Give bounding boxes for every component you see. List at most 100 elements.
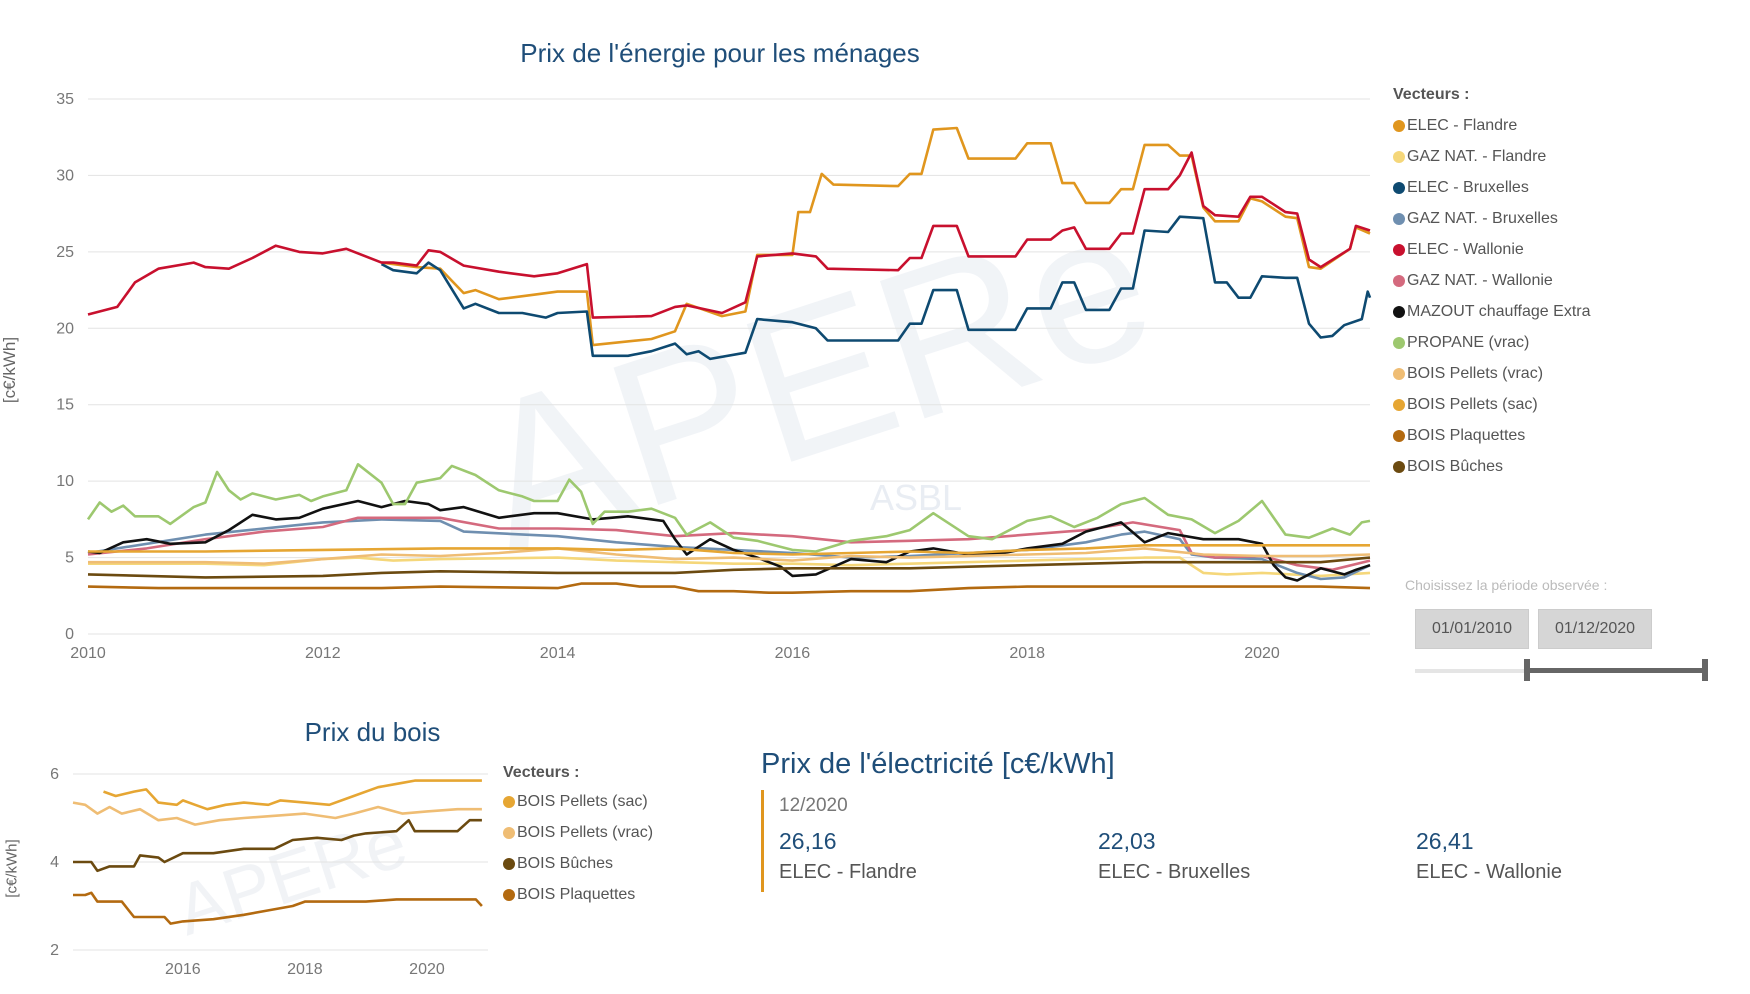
legend-label: ELEC - Flandre [1407, 116, 1518, 134]
y-tick-label: 30 [56, 167, 74, 184]
kpi-title: Prix de l'électricité [c€/kWh] [761, 748, 1115, 780]
legend-item[interactable]: BOIS Pellets (sac) [503, 786, 713, 817]
period-start-date[interactable]: 01/01/2010 [1415, 609, 1529, 649]
legend-marker-icon [503, 857, 515, 870]
legend-label: BOIS Bûches [1407, 457, 1504, 475]
legend-item[interactable]: BOIS Pellets (vrac) [503, 817, 713, 848]
legend-marker-icon [503, 826, 515, 839]
legend-label: BOIS Pellets (sac) [1407, 395, 1538, 413]
legend-item[interactable]: BOIS Bûches [503, 848, 713, 879]
period-slider-range [1527, 668, 1705, 673]
series-line[interactable] [87, 499, 1371, 582]
legend-label: GAZ NAT. - Wallonie [1407, 271, 1553, 289]
x-tick-label: 2010 [70, 645, 106, 662]
wood-watermark: APERe [167, 802, 416, 951]
series-line[interactable] [88, 547, 1371, 565]
wood-legend: Vecteurs : BOIS Pellets (sac) BOIS Pellet… [503, 764, 713, 910]
kpi-label: ELEC - Flandre [779, 861, 917, 883]
x-tick-label: 2018 [1009, 645, 1045, 662]
legend-item[interactable]: GAZ NAT. - Bruxelles [1393, 203, 1653, 234]
legend-item[interactable]: MAZOUT chauffage Extra [1393, 296, 1653, 327]
legend-label: PROPANE (vrac) [1407, 333, 1530, 351]
wood-chart-title: Prix du bois [304, 717, 441, 747]
legend-item[interactable]: BOIS Pellets (sac) [1393, 389, 1653, 420]
wood-y-axis-label: [c€/kWh] [3, 839, 21, 898]
kpi-value: 22,03 [1098, 828, 1156, 854]
x-tick-label: 2020 [1244, 645, 1280, 662]
legend-marker-icon [1393, 460, 1405, 473]
legend-item[interactable]: BOIS Bûches [1393, 451, 1653, 482]
legend-label: ELEC - Wallonie [1407, 240, 1524, 258]
legend-marker-icon [1393, 150, 1405, 163]
legend-marker-icon [1393, 305, 1405, 318]
main-legend: Vecteurs : ELEC - Flandre GAZ NAT. - Flan… [1393, 86, 1653, 482]
kpi-accent-bar [761, 790, 764, 892]
legend-marker-icon [1393, 243, 1405, 256]
period-slider-handle-end[interactable] [1702, 659, 1708, 681]
series-line[interactable] [86, 463, 1371, 553]
legend-item[interactable]: ELEC - Bruxelles [1393, 172, 1653, 203]
y-tick-label: 15 [56, 397, 74, 414]
legend-marker-icon [1393, 119, 1405, 132]
series-line[interactable] [73, 891, 483, 925]
kpi-value: 26,41 [1416, 828, 1474, 854]
y-tick-label: 25 [56, 244, 74, 261]
legend-marker-icon [1393, 181, 1405, 194]
y-tick-label: 10 [56, 473, 74, 490]
legend-item[interactable]: BOIS Plaquettes [1393, 420, 1653, 451]
series-line[interactable] [103, 779, 482, 811]
legend-label: ELEC - Bruxelles [1407, 178, 1529, 196]
legend-marker-icon [1393, 429, 1405, 442]
legend-label: BOIS Pellets (sac) [517, 792, 648, 810]
wood-legend-title: Vecteurs : [503, 764, 580, 781]
y-tick-label: 20 [56, 320, 74, 337]
series-line[interactable] [72, 801, 482, 826]
x-tick-label: 2012 [305, 645, 341, 662]
kpi-value: 26,16 [779, 828, 837, 854]
series-line[interactable] [87, 556, 1371, 579]
series-line[interactable] [381, 126, 1371, 347]
kpi-item: 26,41 ELEC - Wallonie [1416, 828, 1562, 884]
series-line[interactable] [380, 215, 1372, 361]
main-legend-title: Vecteurs : [1393, 86, 1470, 103]
kpi-item: 22,03 ELEC - Bruxelles [1098, 828, 1250, 884]
x-tick-label: 2016 [775, 645, 811, 662]
legend-label: MAZOUT chauffage Extra [1407, 302, 1591, 320]
y-tick-label: 35 [56, 91, 74, 108]
series-line[interactable] [87, 518, 1371, 581]
period-slider-handle-start[interactable] [1524, 659, 1530, 681]
legend-marker-icon [503, 888, 515, 901]
period-end-date[interactable]: 01/12/2020 [1538, 609, 1652, 649]
legend-item[interactable]: GAZ NAT. - Wallonie [1393, 265, 1653, 296]
legend-item[interactable]: ELEC - Flandre [1393, 110, 1653, 141]
wood-line-chart: APERe 2 4 6 2016 2018 2020 [50, 766, 488, 978]
legend-item[interactable]: BOIS Pellets (vrac) [1393, 358, 1653, 389]
legend-marker-icon [503, 795, 515, 808]
series-line[interactable] [88, 556, 1371, 578]
x-tick-label: 2016 [165, 961, 201, 978]
legend-item[interactable]: ELEC - Wallonie [1393, 234, 1653, 265]
legend-label: BOIS Plaquettes [1407, 426, 1526, 444]
series-line[interactable] [87, 151, 1371, 319]
kpi-period: 12/2020 [779, 795, 848, 816]
kpi-label: ELEC - Bruxelles [1098, 861, 1251, 883]
series-line[interactable] [88, 544, 1370, 556]
legend-item[interactable]: BOIS Plaquettes [503, 879, 713, 910]
x-tick-label: 2018 [287, 961, 323, 978]
legend-label: BOIS Pellets (vrac) [1407, 364, 1544, 382]
y-tick-label: 6 [50, 766, 59, 783]
y-tick-label: 2 [50, 942, 59, 959]
y-tick-label: 4 [50, 854, 59, 871]
y-tick-label: 5 [65, 550, 74, 567]
main-chart-title: Prix de l'énergie pour les ménages [520, 38, 920, 68]
main-y-axis-label: [c€/kWh] [0, 336, 19, 404]
kpi-item: 26,16 ELEC - Flandre [779, 828, 917, 884]
legend-item[interactable]: PROPANE (vrac) [1393, 327, 1653, 358]
legend-item[interactable]: GAZ NAT. - Flandre [1393, 141, 1653, 172]
x-tick-label: 2020 [409, 961, 445, 978]
series-line[interactable] [87, 516, 1371, 572]
series-line[interactable] [87, 582, 1371, 594]
series-line[interactable] [73, 818, 482, 873]
legend-marker-icon [1393, 336, 1405, 349]
y-tick-label: 0 [65, 626, 74, 643]
